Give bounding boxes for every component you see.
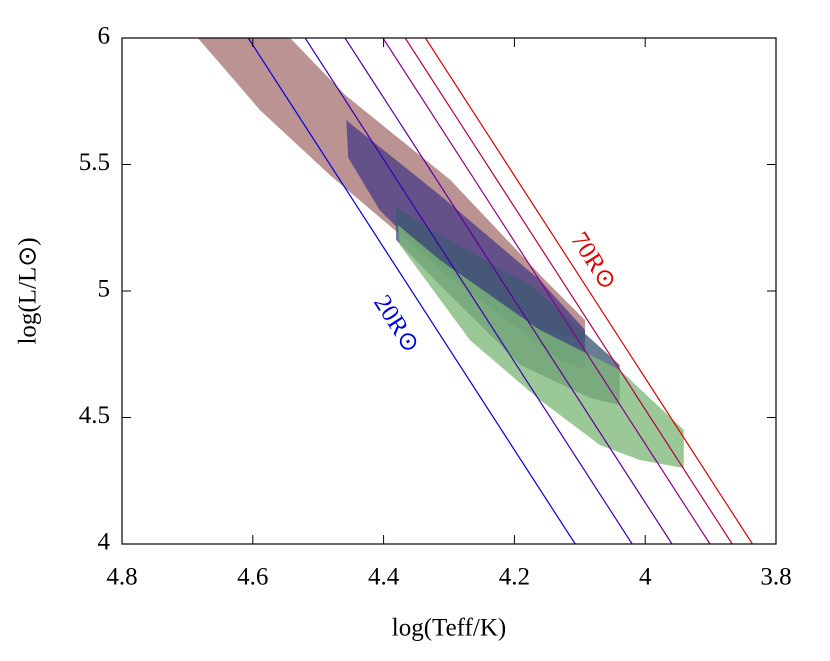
x-axis-label: log(Teff/K) bbox=[392, 615, 506, 642]
y-tick-label: 4.5 bbox=[79, 402, 110, 429]
x-tick-label: 4.4 bbox=[368, 564, 400, 591]
radius-line bbox=[344, 38, 673, 544]
region bbox=[397, 224, 684, 469]
x-tick-label: 4.2 bbox=[499, 564, 530, 591]
plot-area bbox=[197, 38, 753, 544]
radius-line bbox=[382, 38, 711, 544]
y-tick-label: 5 bbox=[98, 276, 111, 303]
radius-line bbox=[404, 38, 733, 544]
radius-line bbox=[304, 38, 633, 544]
x-tick-label: 4 bbox=[639, 564, 652, 591]
y-tick-label: 5.5 bbox=[79, 149, 110, 176]
y-axis-label: log(L/L⊙) bbox=[15, 237, 42, 344]
y-tick-label: 6 bbox=[98, 23, 111, 50]
radius-line bbox=[247, 38, 576, 544]
radius-line bbox=[424, 38, 753, 544]
y-tick-label: 4 bbox=[98, 529, 111, 556]
x-tick-label: 3.8 bbox=[760, 564, 791, 591]
line-annotation: 20R⊙ bbox=[368, 290, 424, 357]
line-annotation: 70R⊙ bbox=[565, 227, 621, 294]
x-tick-label: 4.8 bbox=[106, 564, 137, 591]
x-tick-label: 4.6 bbox=[237, 564, 268, 591]
